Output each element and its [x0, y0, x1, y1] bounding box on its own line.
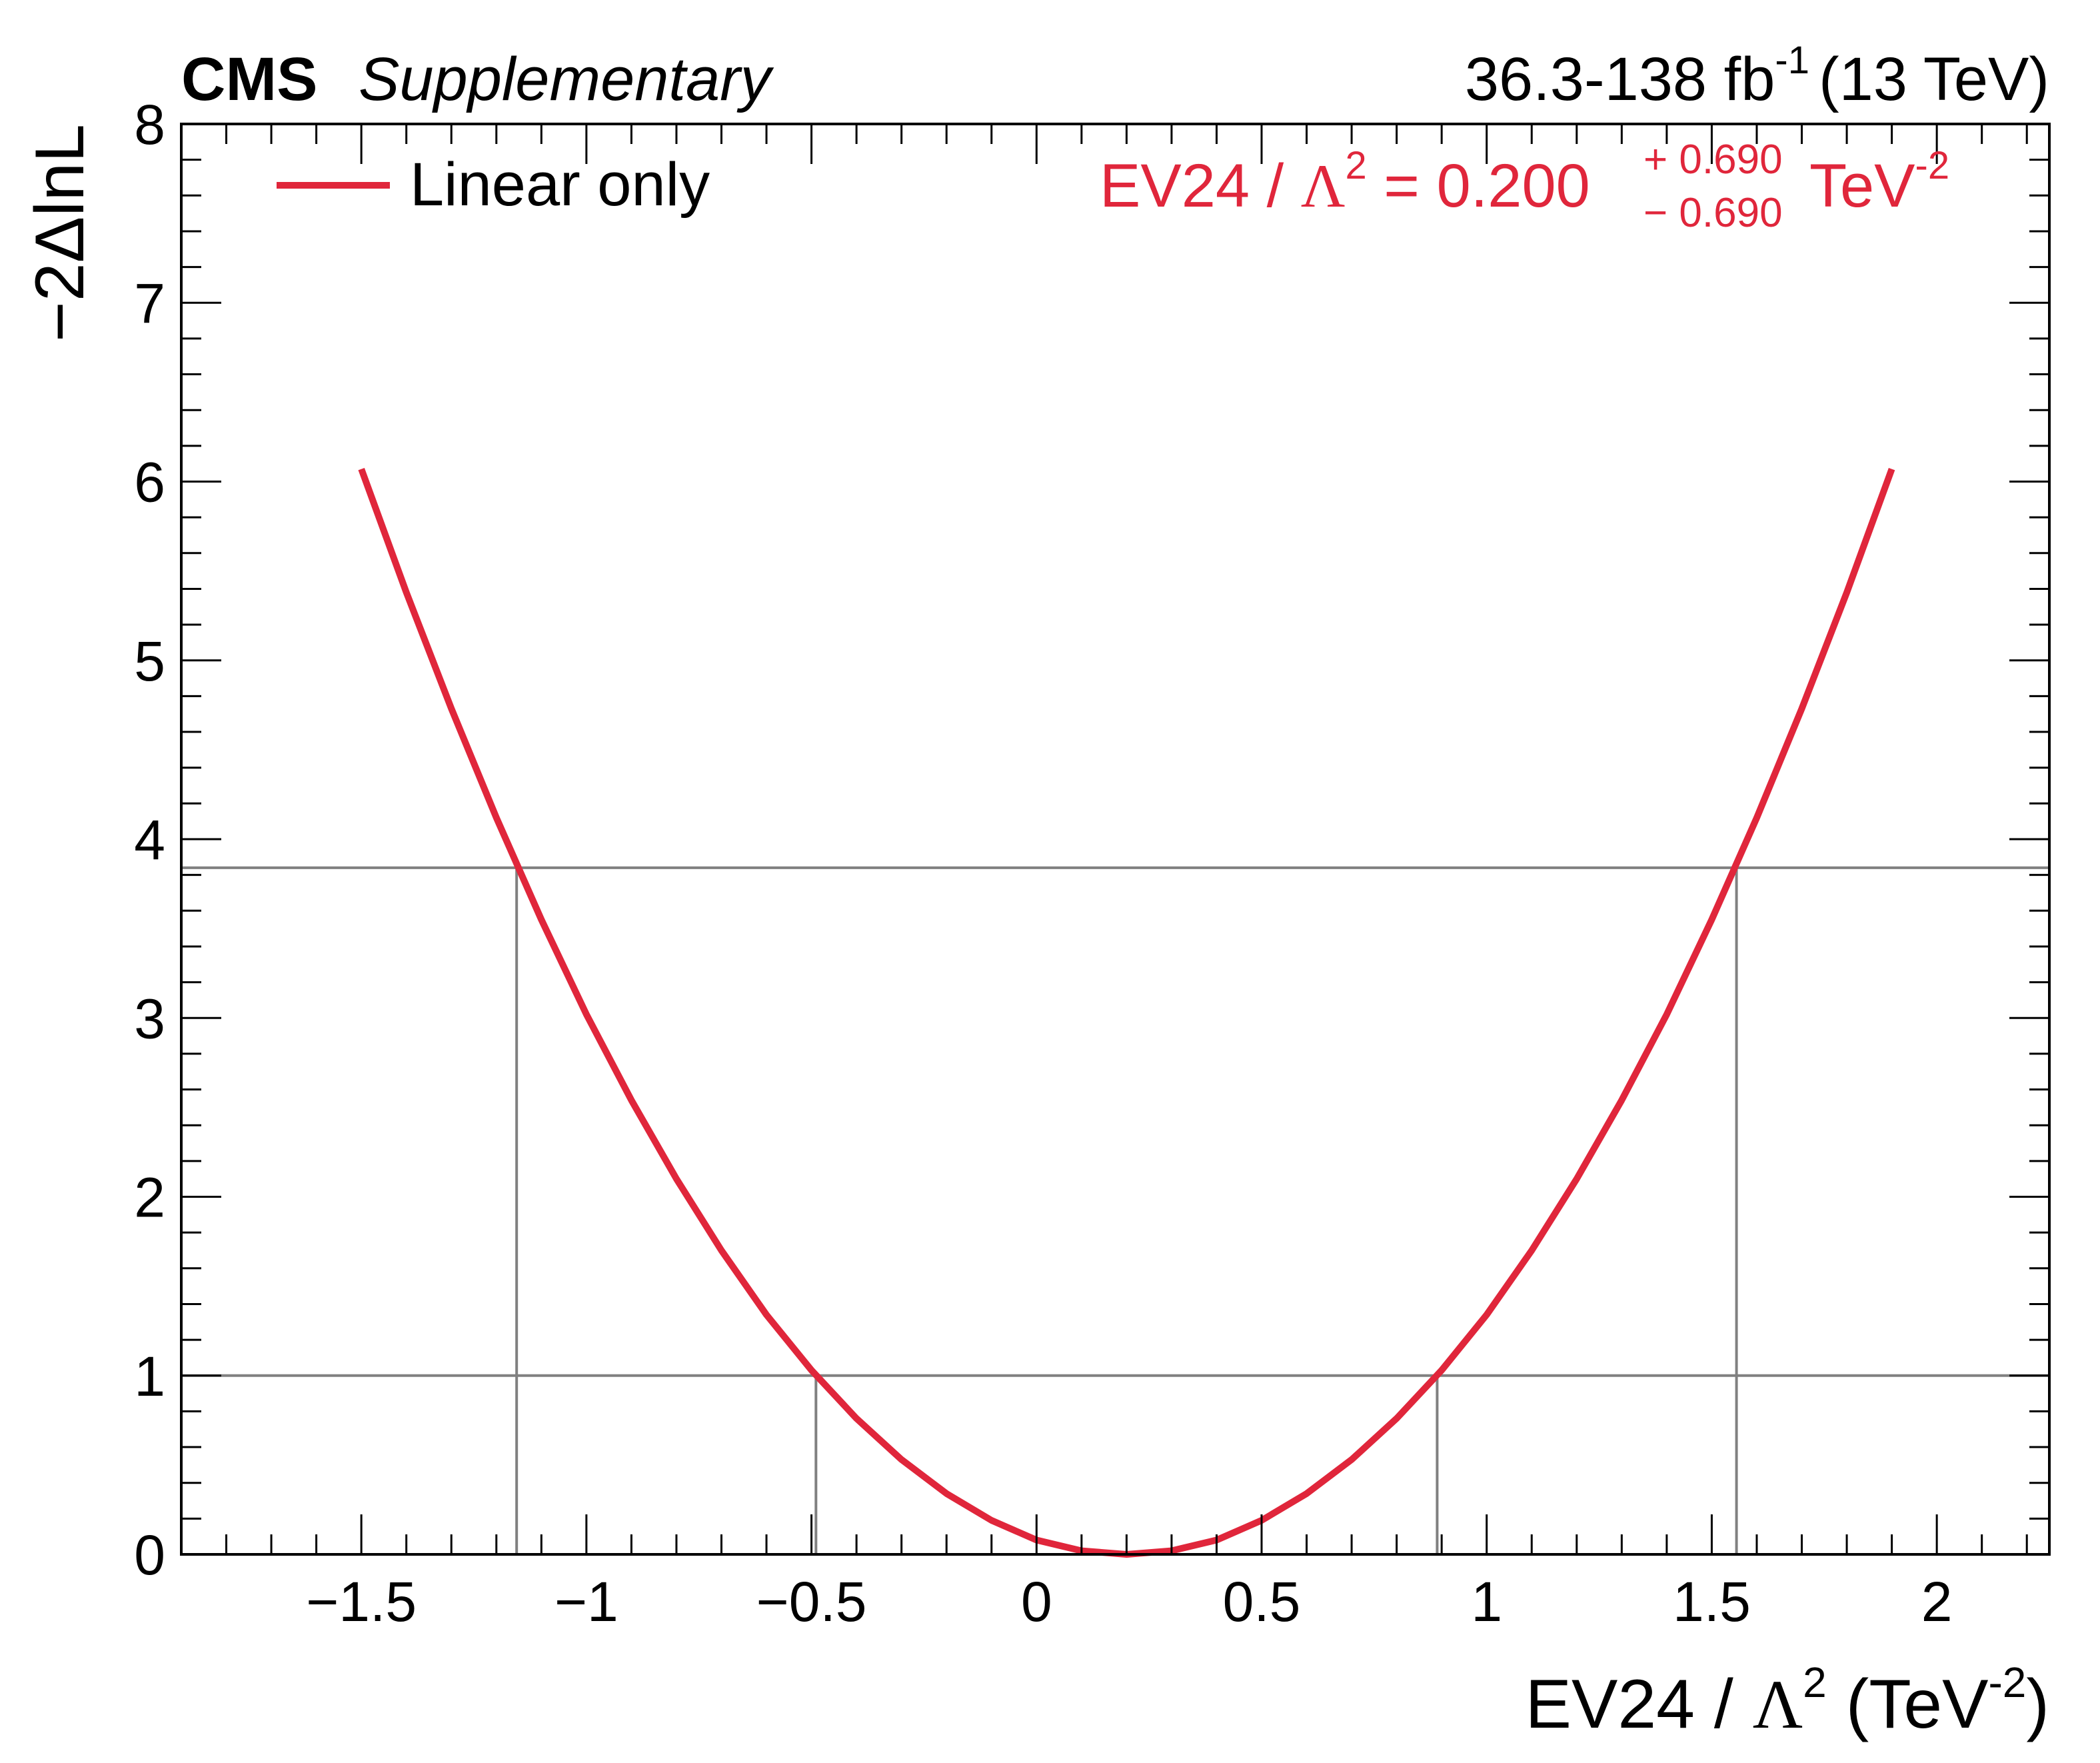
- y-tick-label: 5: [134, 630, 165, 693]
- y-tick-label: 8: [134, 93, 165, 156]
- annot-unit-text: TeV: [1809, 152, 1915, 220]
- annot-err-up: + 0.690: [1643, 137, 1783, 183]
- x-tick-label: 0.5: [1223, 1570, 1301, 1633]
- annot-lhs: EV24 /: [1100, 152, 1301, 220]
- lumi-exponent: -1: [1775, 39, 1809, 82]
- x-tick-labels: −1.5 −1 −0.5 0 0.5 1 1.5 2: [306, 1570, 1952, 1633]
- y-tick-label: 3: [134, 987, 165, 1050]
- x-title-unit-close: ): [2026, 1666, 2049, 1743]
- x-title-main: EV24 /: [1526, 1666, 1753, 1743]
- x-tick-label: 1: [1471, 1570, 1502, 1633]
- annot-sq: 2: [1345, 144, 1366, 187]
- y-tick-label: 4: [134, 809, 165, 871]
- x-tick-label: 2: [1921, 1570, 1953, 1633]
- x-title-unit-sup: -2: [1988, 1658, 2026, 1706]
- curve-layer: [358, 467, 1895, 1558]
- annot-unit: TeV-2: [1809, 144, 1949, 220]
- cms-label: CMS: [181, 45, 317, 113]
- legend-label: Linear only: [410, 151, 710, 219]
- energy-text: (13 TeV): [1819, 45, 2049, 113]
- series-line-0: [358, 467, 1895, 1558]
- supplementary-label: Supplementary: [359, 45, 774, 113]
- lumi-energy-label: 36.3-138 fb-1 (13 TeV): [1465, 39, 2049, 113]
- annot-lambda: Λ: [1301, 152, 1346, 220]
- x-tick-label: 1.5: [1673, 1570, 1751, 1633]
- reference-lines: [181, 866, 2049, 1554]
- y-tick-labels: 0 1 2 3 4 5 6 7 8: [134, 93, 165, 1586]
- x-title-sq: 2: [1803, 1658, 1827, 1706]
- x-title-unit-open: (TeV: [1827, 1666, 1989, 1743]
- y-axis-title: −2ΔlnL: [21, 124, 99, 342]
- y-tick-label: 2: [134, 1166, 165, 1229]
- lumi-text: 36.3-138 fb: [1465, 45, 1775, 113]
- annot-unit-sup: -2: [1915, 144, 1950, 187]
- axis-ticks: [180, 123, 2049, 1556]
- x-tick-label: −0.5: [756, 1570, 867, 1633]
- y-tick-label: 6: [134, 451, 165, 514]
- y-tick-label: 0: [134, 1524, 165, 1586]
- y-tick-label: 1: [134, 1345, 165, 1408]
- annot-err-down: − 0.690: [1643, 190, 1783, 236]
- annot-eq: = 0.200: [1367, 152, 1590, 220]
- plot-frame: [180, 123, 2051, 1556]
- y-tick-label: 7: [134, 272, 165, 335]
- x-tick-label: −1: [554, 1570, 618, 1633]
- best-fit-annotation: EV24 / Λ2 = 0.200: [1100, 144, 1590, 220]
- x-axis-title: EV24 / Λ2 (TeV-2): [1526, 1658, 2049, 1743]
- x-title-lambda: Λ: [1753, 1666, 1803, 1743]
- x-tick-label: −1.5: [306, 1570, 417, 1633]
- x-tick-label: 0: [1021, 1570, 1052, 1633]
